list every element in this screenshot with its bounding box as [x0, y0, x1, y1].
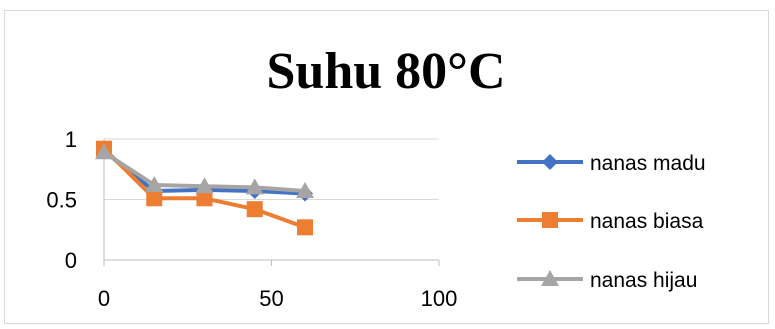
legend-label-nanas-biasa: nanas biasa — [590, 210, 704, 233]
legend-key-nanas-hijau — [517, 270, 583, 286]
series-nanas-hijau — [95, 143, 314, 199]
y-tick-label-0: 0 — [65, 248, 77, 273]
legend-key-nanas-madu — [517, 154, 583, 170]
series-layer — [95, 140, 314, 236]
point-nanas-hijau-2 — [195, 177, 214, 194]
x-tick-label-2: 100 — [421, 286, 458, 311]
x-tick-label-0: 0 — [98, 286, 110, 311]
point-nanas-hijau-4 — [296, 182, 314, 199]
chart-title: Suhu 80°C — [266, 43, 505, 100]
legend-key-nanas-biasa — [517, 212, 583, 228]
legend-label-nanas-madu: nanas madu — [590, 152, 706, 175]
point-nanas-hijau-1 — [145, 175, 164, 192]
point-nanas-biasa-3 — [246, 201, 263, 218]
y-tick-label-1: 0.5 — [46, 188, 77, 213]
legend-marker-nanas-hijau — [541, 270, 559, 286]
legend: nanas madu nanas biasa nanas hijau — [517, 152, 706, 292]
plot-area: 0 50 100 0 0.5 1 — [46, 127, 457, 311]
point-nanas-biasa-2 — [196, 190, 213, 207]
legend-item-nanas-biasa: nanas biasa — [517, 210, 704, 233]
legend-label-nanas-hijau: nanas hijau — [590, 269, 697, 292]
tick-labels: 0 50 100 0 0.5 1 — [46, 127, 457, 311]
point-nanas-biasa-4 — [297, 219, 313, 236]
legend-item-nanas-hijau: nanas hijau — [517, 269, 697, 292]
legend-marker-nanas-madu — [542, 154, 558, 170]
point-nanas-hijau-3 — [245, 178, 264, 195]
y-tick-label-2: 1 — [65, 127, 77, 152]
legend-marker-nanas-biasa — [542, 212, 558, 228]
chart-border — [4, 10, 769, 324]
point-nanas-biasa-1 — [146, 190, 163, 207]
series-nanas-biasa — [96, 140, 313, 236]
x-tick-label-1: 50 — [259, 286, 283, 311]
legend-item-nanas-madu: nanas madu — [517, 152, 706, 175]
point-nanas-hijau-0 — [95, 143, 113, 160]
